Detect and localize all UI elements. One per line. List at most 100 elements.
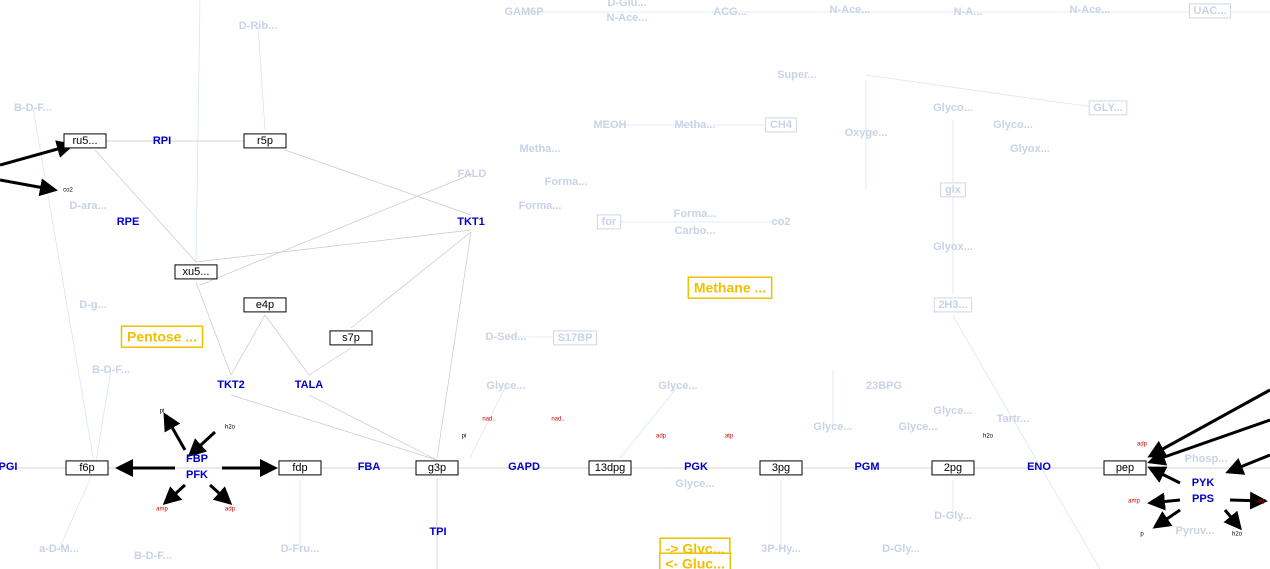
- faded-label: D-Rib...: [239, 20, 278, 32]
- faded-label: GAM6P: [504, 6, 543, 18]
- node-box: [658, 552, 732, 569]
- enzyme-label: PGI: [0, 461, 17, 473]
- faded-label: Carbo...: [675, 225, 716, 237]
- faded-label: D-Gly...: [882, 543, 920, 555]
- metabolite-label: r5p: [257, 135, 273, 147]
- energy-cofactor-label: nad..: [482, 417, 496, 423]
- metabolite-label: g3p: [428, 462, 446, 474]
- node-box: [687, 276, 773, 299]
- enzyme-label: TKT1: [457, 216, 485, 228]
- faded-label: Forma...: [674, 208, 717, 220]
- node-box: [278, 460, 322, 476]
- faded-label: Glyco...: [933, 102, 973, 114]
- faded-label: MEOH: [594, 119, 627, 131]
- reaction-arrows: [0, 140, 1270, 531]
- node-box: [65, 460, 109, 476]
- faded-label: for: [602, 216, 617, 228]
- faded-label: Glyce...: [898, 421, 937, 433]
- side-metabolite-label: p: [1140, 532, 1144, 538]
- faded-label: Tartr...: [997, 413, 1030, 425]
- node-box: [759, 460, 803, 476]
- faded-label: Metha...: [520, 143, 561, 155]
- node-box: [765, 117, 797, 133]
- faded-label: ACG...: [713, 6, 747, 18]
- node-box: [174, 264, 218, 280]
- node-box: [1088, 100, 1128, 116]
- faded-label: D-Glu...: [607, 0, 646, 9]
- faded-label: 2H3...: [938, 299, 967, 311]
- metabolite-label: xu5...: [183, 266, 210, 278]
- faded-label: Forma...: [519, 200, 562, 212]
- faded-label: N-Ace...: [1070, 4, 1111, 16]
- faded-label: D-g...: [79, 299, 107, 311]
- side-metabolite-label: pi: [462, 434, 467, 440]
- enzyme-label: TALA: [295, 379, 324, 391]
- faded-label: Glyce...: [933, 405, 972, 417]
- metabolite-label: s7p: [342, 332, 360, 344]
- node-box: [243, 297, 287, 313]
- enzyme-label: GAPD: [508, 461, 540, 473]
- faded-label: B-D-F...: [134, 550, 172, 562]
- metabolite-label: 3pg: [772, 462, 790, 474]
- faded-label: 3P-Hy...: [761, 543, 801, 555]
- metabolite-label: f6p: [79, 462, 94, 474]
- node-box: [588, 460, 632, 476]
- faded-label: Glyce...: [486, 380, 525, 392]
- faded-label: GLY...: [1093, 102, 1123, 114]
- energy-cofactor-label: adp: [656, 434, 667, 440]
- metabolite-label: ru5...: [72, 135, 97, 147]
- enzyme-label: RPE: [117, 216, 140, 228]
- node-box: [120, 325, 204, 348]
- enzyme-label: PFK: [186, 469, 208, 481]
- faded-label: Forma...: [545, 176, 588, 188]
- enzyme-label: FBP: [186, 453, 208, 465]
- metabolite-label: fdp: [292, 462, 307, 474]
- metabolite-label: 2pg: [944, 462, 962, 474]
- pathway-label: <- Gluc...: [665, 556, 725, 569]
- side-metabolite-label: h2o: [1232, 532, 1243, 538]
- faded-label: Glyco...: [993, 119, 1033, 131]
- faded-label: glx: [945, 184, 962, 196]
- faded-label: Glyox...: [933, 241, 973, 253]
- enzyme-label: ENO: [1027, 461, 1051, 473]
- enzyme-label: PYK: [1192, 477, 1215, 489]
- faded-label: N-Ace...: [830, 4, 871, 16]
- faded-label: 23BPG: [866, 380, 902, 392]
- pathway-label: Methane ...: [694, 280, 766, 296]
- faded-label: Super...: [777, 69, 817, 81]
- node-box: [63, 133, 107, 149]
- side-metabolite-label: h2o: [983, 434, 994, 440]
- faded-label: Oxyge...: [845, 127, 888, 139]
- enzyme-label: PGM: [854, 461, 879, 473]
- faded-label: Phosp...: [1185, 453, 1228, 465]
- enzyme-label: FBA: [358, 461, 381, 473]
- faded-label: D-Fru...: [281, 543, 320, 555]
- node-box: [329, 330, 373, 346]
- node-box: [1103, 460, 1147, 476]
- faded-label: UAC...: [1194, 5, 1227, 17]
- side-metabolite-label: co2: [63, 188, 73, 194]
- faded-label: Metha...: [675, 119, 716, 131]
- faded-label: B-D-F...: [92, 364, 130, 376]
- faded-label: S17BP: [558, 332, 593, 344]
- faded-label: a-D-M...: [39, 543, 79, 555]
- metabolite-label: 13dpg: [595, 462, 626, 474]
- faded-label: CH4: [770, 119, 793, 131]
- enzyme-label: TPI: [429, 526, 446, 538]
- energy-cofactor-label: adp: [1137, 442, 1148, 448]
- energy-cofactor-label: nad..: [551, 417, 565, 423]
- node-box: [940, 182, 966, 198]
- pathway-label: Pentose ...: [127, 329, 197, 345]
- faded-label: Glyce...: [813, 421, 852, 433]
- node-box: [933, 297, 973, 313]
- node-box: [553, 330, 597, 346]
- faded-label: Glyce...: [675, 478, 714, 490]
- node-box: [1189, 3, 1231, 19]
- faded-label: N-Ace...: [607, 12, 648, 24]
- faded-label: FALD: [458, 168, 487, 180]
- node-box: [931, 460, 975, 476]
- node-box: [596, 214, 622, 230]
- energy-cofactor-label: atp: [725, 434, 734, 440]
